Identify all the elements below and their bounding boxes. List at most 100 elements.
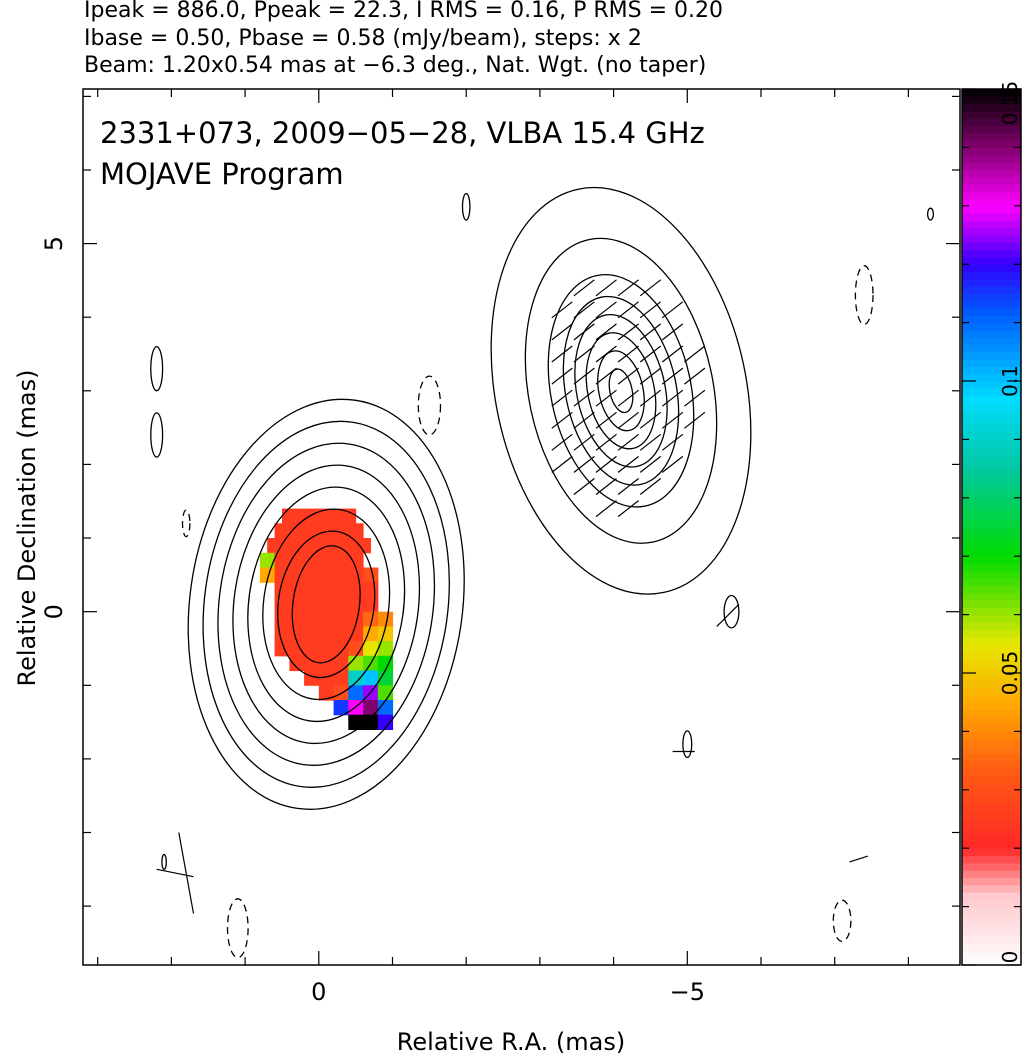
polarization-pixel	[333, 700, 349, 716]
polarization-pixel	[348, 523, 364, 539]
noise-contour	[417, 375, 442, 436]
axis-ticks	[83, 89, 960, 965]
colorbar-band	[962, 242, 1021, 251]
colorbar-band	[962, 833, 1021, 842]
colorbar-band	[962, 417, 1021, 426]
jet-contour	[597, 350, 645, 432]
polarization-pixel	[363, 611, 379, 627]
polarization-pixel	[259, 567, 276, 583]
polarization-pixel	[304, 655, 320, 672]
colorbar-band	[962, 132, 1021, 141]
core-contour	[202, 420, 450, 788]
colorbar-tick-label: 0.1	[998, 365, 1022, 397]
polarization-vector	[551, 433, 573, 451]
colorbar-band	[962, 899, 1021, 908]
header-line-1: Ipeak = 886.0, Ppeak = 22.3, I RMS = 0.1…	[84, 0, 723, 23]
polarization-pixel	[318, 641, 335, 657]
polarization-vector	[595, 279, 617, 297]
polarization-vector	[639, 279, 662, 297]
plot-frame	[82, 88, 961, 966]
polarization-pixel	[348, 626, 364, 642]
x-tick-label: −5	[670, 978, 705, 1006]
colorbar-band	[962, 118, 1021, 127]
polarization-vector	[661, 389, 684, 407]
colorbar-band	[962, 519, 1021, 528]
polarization-vector	[661, 367, 684, 385]
colorbar-band	[962, 578, 1021, 586]
colorbar-band	[962, 497, 1021, 506]
colorbar-band	[962, 826, 1021, 835]
polarization-vector	[661, 455, 684, 473]
colorbar-band	[962, 921, 1021, 930]
core-contour	[262, 508, 391, 701]
colorbar-band	[962, 205, 1021, 214]
polarization-vector	[617, 389, 639, 407]
polarization-vector	[639, 478, 662, 495]
polarization-pixel	[318, 567, 335, 583]
polarization-pixel	[274, 626, 290, 642]
polarization-vector	[551, 323, 573, 341]
polarization-pixel	[363, 596, 379, 613]
polarization-pixel	[333, 611, 349, 627]
noise-contour	[226, 898, 249, 959]
noise-contour	[150, 345, 164, 392]
polarization-vector	[595, 411, 617, 429]
colorbar-band	[962, 315, 1021, 324]
colorbar-tick-label: 0.15	[998, 81, 1022, 126]
polarization-vector	[617, 433, 639, 451]
noise-contour	[682, 730, 693, 759]
colorbar-band	[962, 855, 1021, 864]
polarization-pixel	[282, 538, 298, 554]
colorbar-band	[962, 957, 1021, 966]
polarization-pixel	[311, 508, 327, 524]
colorbar-band	[962, 753, 1021, 762]
colorbar-band	[962, 884, 1021, 893]
colorbar-band	[962, 278, 1021, 287]
polarization-pixel	[304, 596, 320, 613]
polarization-pixel	[274, 582, 290, 598]
y-tick-label: 5	[40, 236, 68, 251]
polarization-pixel	[348, 655, 364, 672]
colorbar-band	[962, 351, 1021, 360]
colorbar-band	[962, 395, 1021, 404]
colorbar-band	[962, 410, 1021, 419]
colorbar-band	[962, 322, 1021, 331]
colorbar-band	[962, 819, 1021, 827]
colorbar-band	[962, 154, 1021, 163]
beam-cross-line	[156, 868, 194, 878]
polarization-vector	[617, 367, 639, 385]
colorbar-band	[962, 446, 1021, 455]
polarization-pixel	[377, 626, 394, 642]
polarization-pixel	[377, 641, 394, 657]
polarization-pixel	[289, 582, 305, 598]
polarization-pixel	[274, 552, 290, 569]
polarization-pixel	[304, 582, 320, 598]
polarization-vector	[595, 323, 617, 341]
polarization-pixel	[304, 641, 320, 657]
colorbar-band	[962, 162, 1021, 170]
polarization-pixel	[348, 567, 364, 583]
polarization-pixel	[340, 508, 357, 524]
polarization-vector	[684, 389, 706, 407]
polarization-pixel	[318, 552, 335, 569]
colorbar-band	[962, 439, 1021, 448]
polarization-pixel	[363, 714, 379, 730]
beam-cross-line	[716, 603, 740, 627]
polarization-vector	[639, 433, 662, 451]
polarization-vector	[639, 455, 662, 473]
colorbar-band	[962, 746, 1021, 754]
colorbar-band	[962, 592, 1021, 601]
beam-cross-line	[849, 855, 869, 863]
polarization-pixel	[333, 552, 349, 569]
colorbar-band	[962, 585, 1021, 594]
colorbar-band	[962, 381, 1021, 389]
colorbar-band	[962, 308, 1021, 316]
axis-tick-labels: 0 −5 0 5	[40, 236, 705, 1006]
colorbar-band	[962, 256, 1021, 265]
colorbar-band	[962, 651, 1021, 659]
colorbar-band	[962, 680, 1021, 689]
colorbar-band	[962, 789, 1021, 798]
jet-contour	[524, 237, 718, 544]
colorbar-band	[962, 366, 1021, 375]
